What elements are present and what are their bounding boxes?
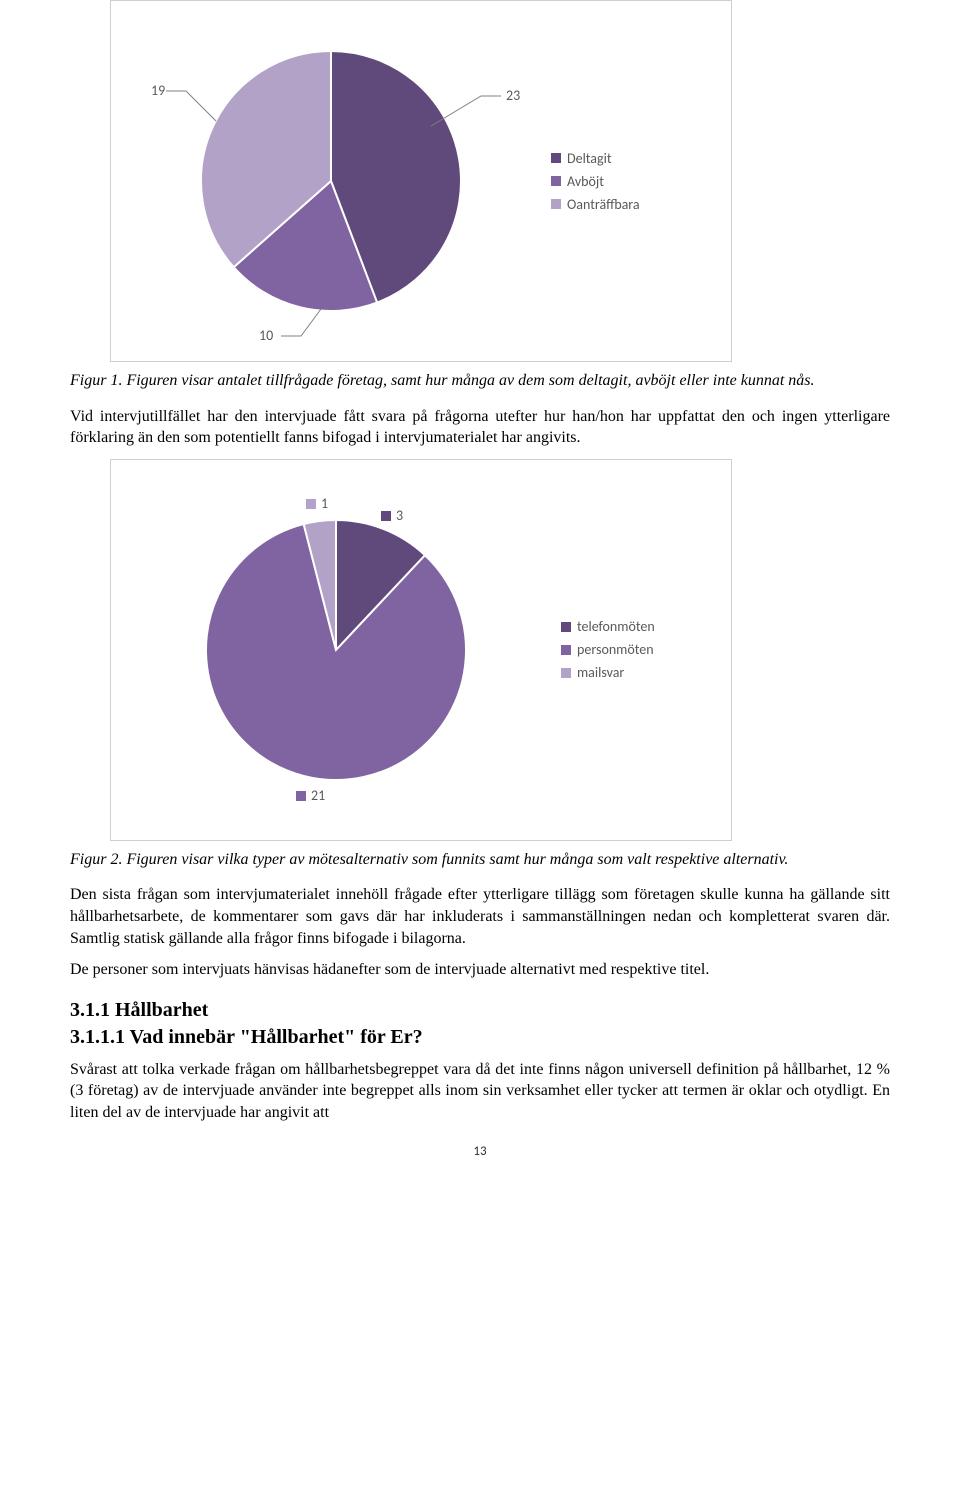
paragraph-2: Den sista frågan som intervjumaterialet … <box>70 884 890 949</box>
legend-item: Deltagit <box>551 150 640 167</box>
page-number: 13 <box>70 1144 890 1159</box>
paragraph-1: Vid intervjutillfället har den intervjua… <box>70 406 890 449</box>
legend-label: Oanträffbara <box>567 196 640 213</box>
pie-value-label: 21 <box>311 787 325 804</box>
pie-value-label: 23 <box>506 87 520 104</box>
legend-item: Oanträffbara <box>551 196 640 213</box>
legend-label: telefonmöten <box>577 618 655 635</box>
figure-2-pie: 1 3 21 <box>131 480 541 820</box>
figure-2-legend: telefonmöten personmöten mailsvar <box>561 618 655 681</box>
legend-label: Deltagit <box>567 150 612 167</box>
figure-1-pie: 23 10 19 <box>131 21 531 341</box>
figure-1-chart: 23 10 19 Deltagit Avböjt Oanträffbara <box>110 0 732 362</box>
pie-value-label: 10 <box>259 327 273 341</box>
legend-label: mailsvar <box>577 664 624 681</box>
figure-1-legend: Deltagit Avböjt Oanträffbara <box>551 150 640 213</box>
legend-swatch <box>561 645 571 655</box>
legend-item: telefonmöten <box>561 618 655 635</box>
legend-swatch <box>561 668 571 678</box>
legend-swatch <box>561 622 571 632</box>
legend-swatch <box>551 199 561 209</box>
pie-value-label: 19 <box>151 82 165 99</box>
figure-1-caption: Figur 1. Figuren visar antalet tillfråga… <box>70 370 890 392</box>
legend-label: Avböjt <box>567 173 604 190</box>
legend-swatch <box>551 176 561 186</box>
figure-2-chart: 1 3 21 telefonmöten personmöten mailsvar <box>110 459 732 841</box>
legend-swatch <box>551 153 561 163</box>
pie-value-label: 1 <box>321 495 328 512</box>
legend-item: Avböjt <box>551 173 640 190</box>
paragraph-3: De personer som intervjuats hänvisas häd… <box>70 959 890 981</box>
paragraph-4: Svårast att tolka verkade frågan om håll… <box>70 1059 890 1124</box>
heading-3-1-1-1: 3.1.1.1 Vad innebär "Hållbarhet" för Er? <box>70 1026 890 1049</box>
figure-2-caption: Figur 2. Figuren visar vilka typer av mö… <box>70 849 890 871</box>
legend-item: mailsvar <box>561 664 655 681</box>
legend-label: personmöten <box>577 641 654 658</box>
heading-3-1-1: 3.1.1 Hållbarhet <box>70 999 890 1022</box>
pie-value-label: 3 <box>396 507 403 524</box>
legend-item: personmöten <box>561 641 655 658</box>
